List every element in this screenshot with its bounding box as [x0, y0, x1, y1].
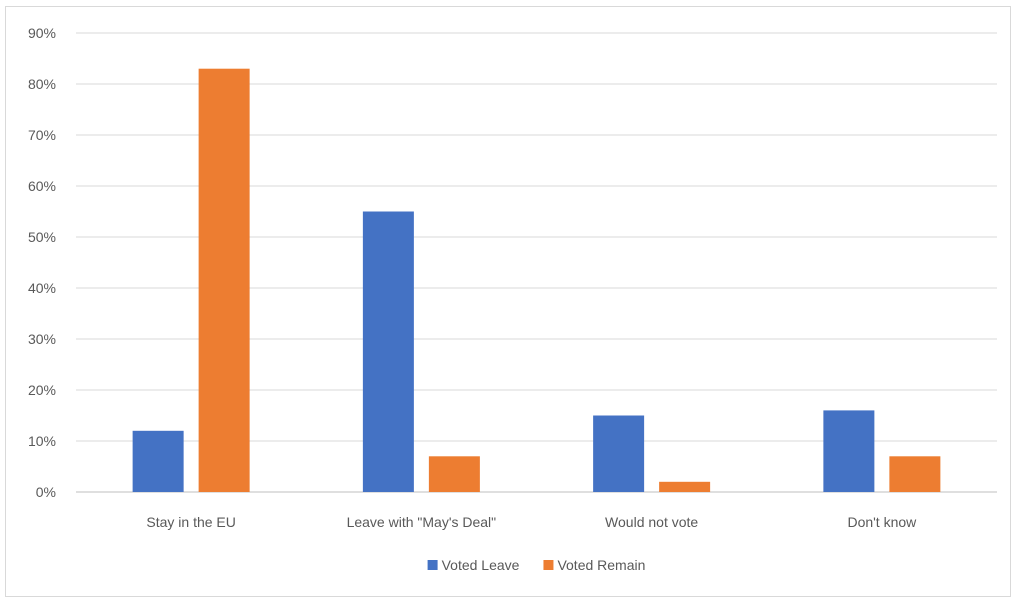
y-tick-label: 60%: [28, 178, 56, 194]
y-tick-label: 80%: [28, 76, 56, 92]
legend-label: Voted Leave: [442, 557, 520, 573]
chart-area: [5, 6, 1011, 597]
bar-voted-leave: [593, 415, 645, 492]
y-tick-label: 0%: [36, 484, 56, 500]
x-tick-label: Would not vote: [605, 514, 698, 530]
bar-voted-remain: [198, 68, 250, 492]
legend-label: Voted Remain: [557, 557, 645, 573]
y-tick-label: 20%: [28, 382, 56, 398]
y-tick-label: 90%: [28, 25, 56, 41]
legend-swatch: [543, 560, 554, 570]
x-axis-tick-labels: Stay in the EU Leave with "May's Deal" Wou…: [146, 514, 917, 530]
bar-voted-leave: [823, 410, 875, 492]
bar-voted-remain: [659, 481, 711, 492]
bar-voted-leave: [132, 430, 184, 492]
x-tick-label: Leave with "May's Deal": [347, 514, 497, 530]
bar-voted-remain: [428, 456, 480, 492]
y-tick-label: 30%: [28, 331, 56, 347]
legend: Voted Leave Voted Remain: [427, 557, 645, 573]
y-tick-label: 50%: [28, 229, 56, 245]
legend-swatch: [427, 560, 438, 570]
bars: [132, 68, 941, 492]
x-tick-label: Don't know: [847, 514, 917, 530]
y-tick-label: 40%: [28, 280, 56, 296]
y-tick-label: 70%: [28, 127, 56, 143]
x-tick-label: Stay in the EU: [146, 514, 236, 530]
bar-voted-remain: [889, 456, 941, 492]
y-axis-tick-labels: 0% 10% 20% 30% 40% 50% 60% 70% 80% 90%: [28, 25, 56, 500]
y-tick-label: 10%: [28, 433, 56, 449]
bar-voted-leave: [362, 211, 414, 492]
